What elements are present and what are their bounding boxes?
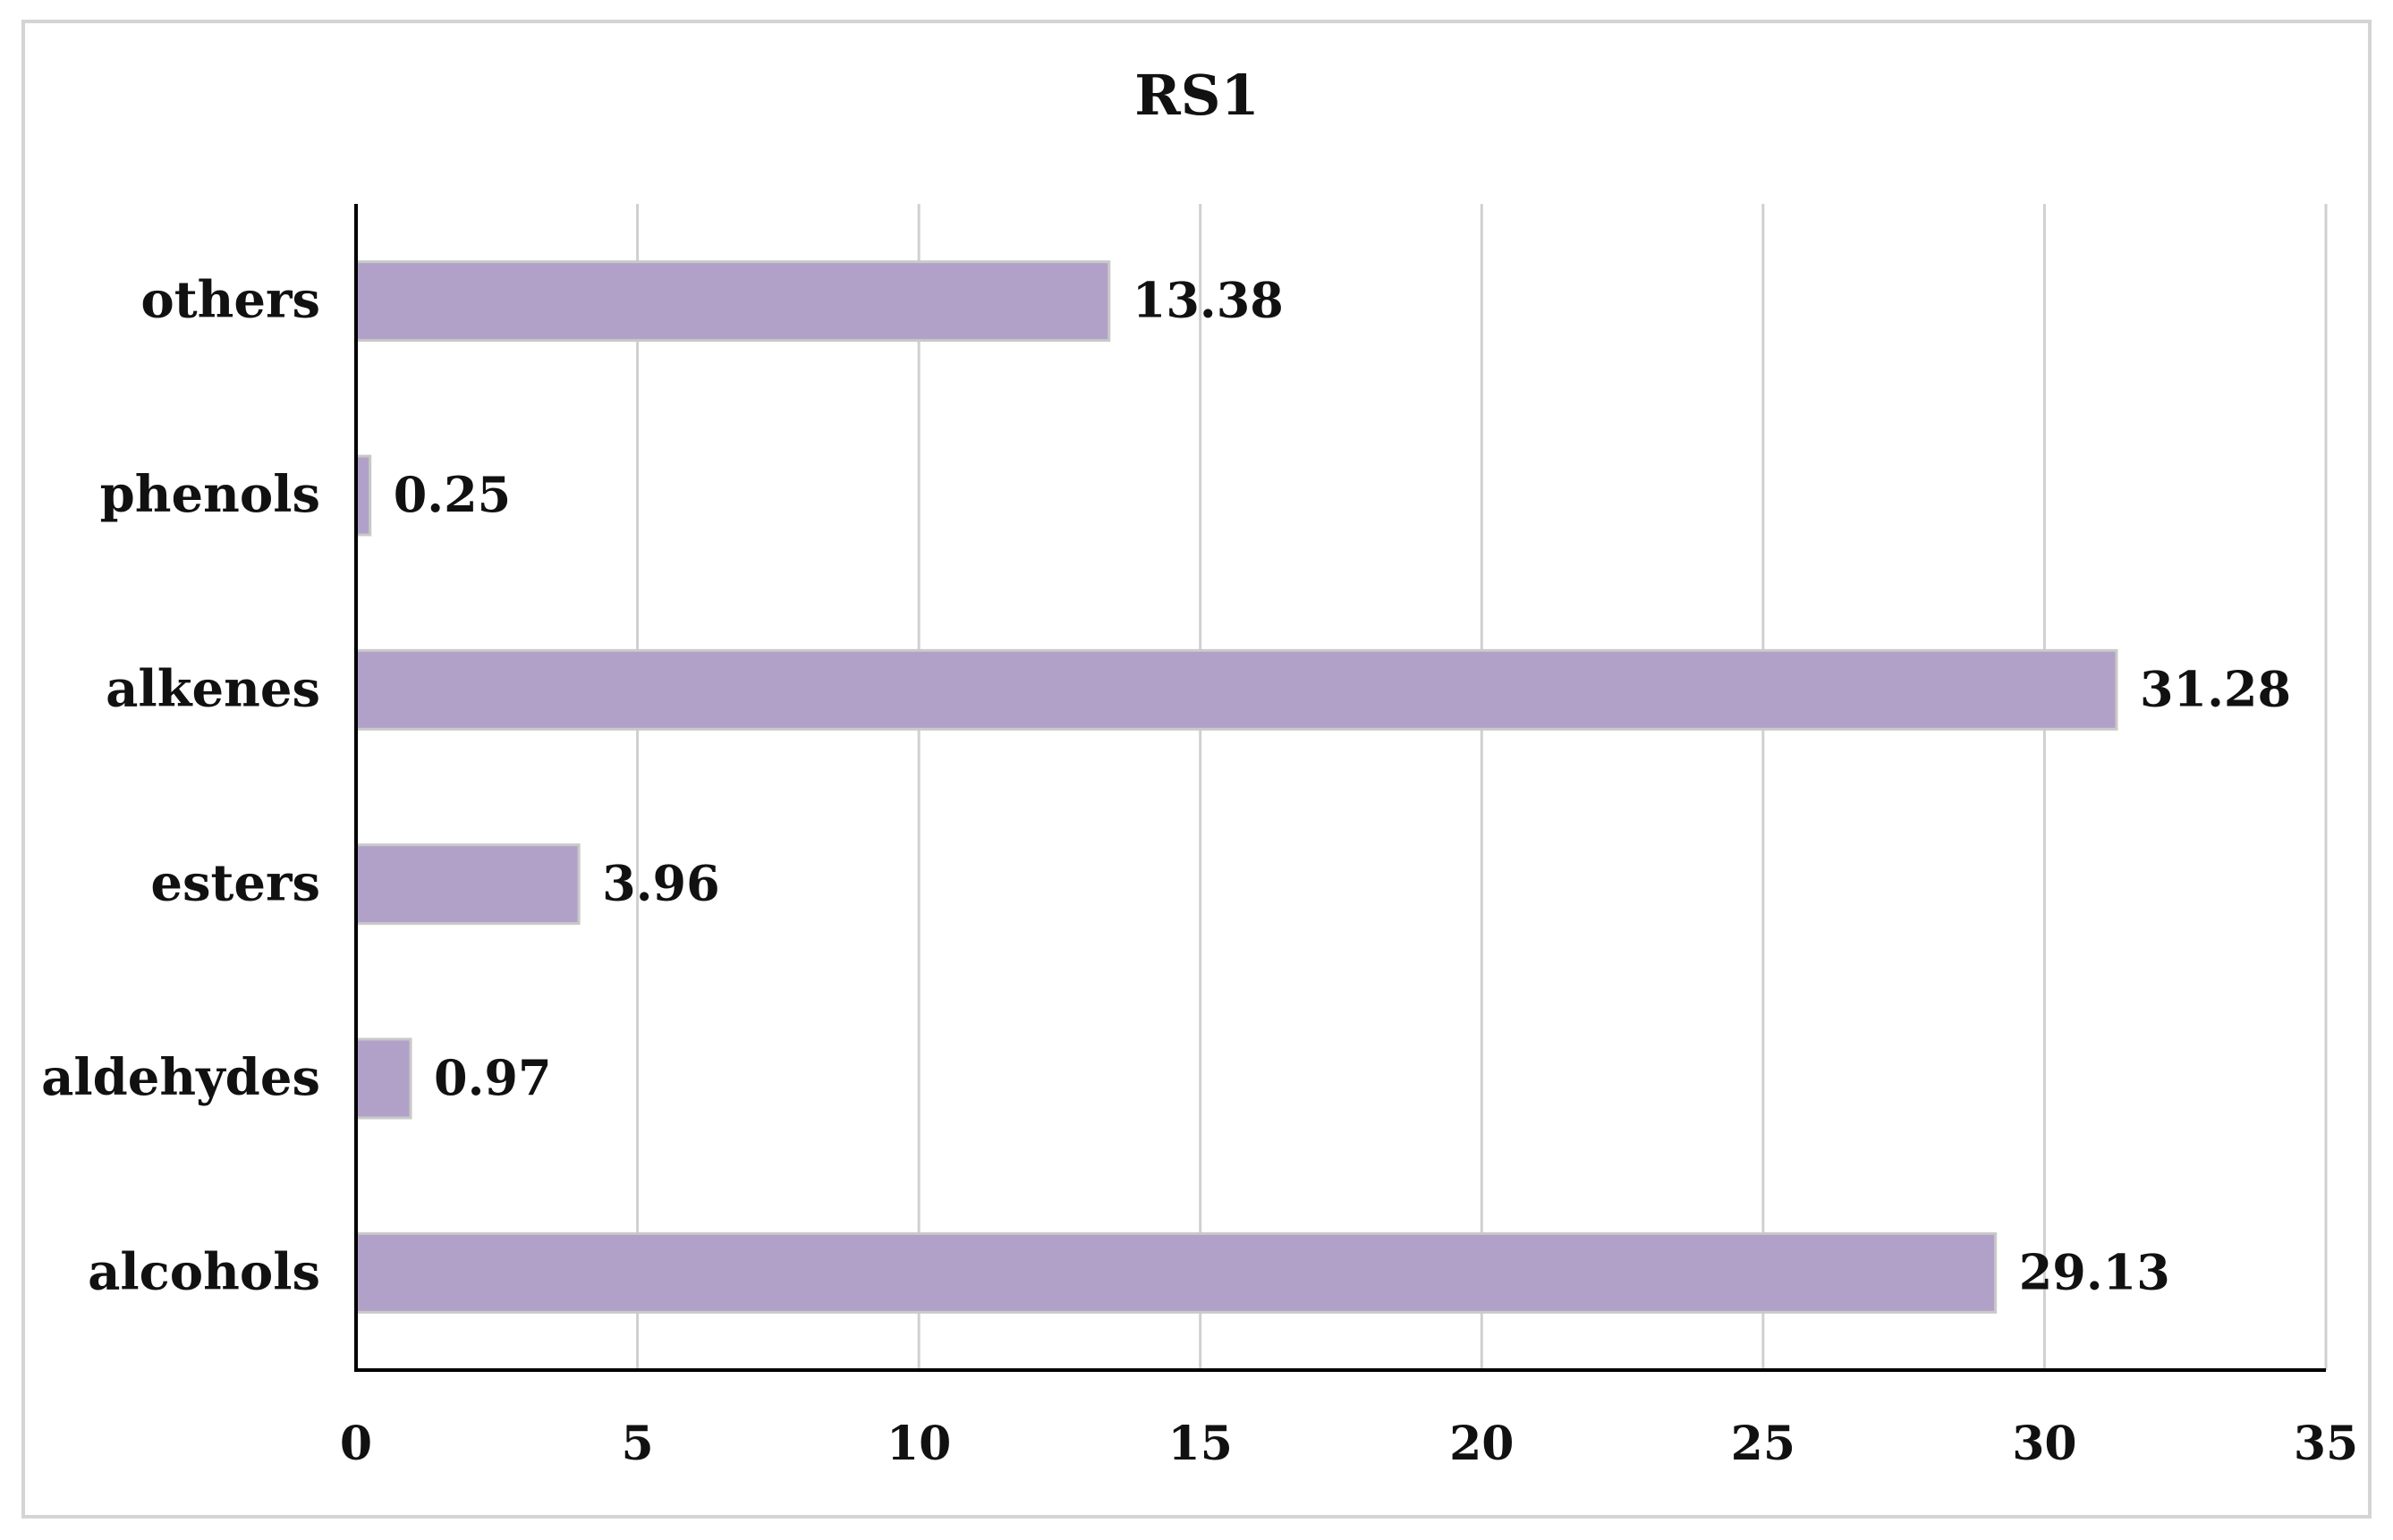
data-label: 3.96 — [602, 855, 720, 912]
bar-esters — [354, 843, 581, 926]
data-label: 0.97 — [434, 1049, 552, 1106]
bar-aldehydes — [354, 1037, 412, 1120]
chart-title: RS1 — [1134, 63, 1259, 128]
gridlines — [636, 204, 2328, 1370]
data-label: 31.28 — [2140, 660, 2291, 717]
y-category-label: phenols — [100, 465, 320, 524]
y-category-label: others — [140, 271, 320, 330]
x-tick-label: 35 — [2294, 1417, 2358, 1471]
bars — [354, 260, 2118, 1314]
x-tick-label: 10 — [887, 1417, 951, 1471]
y-category-label: alcohols — [88, 1242, 320, 1301]
x-tick-label: 5 — [621, 1417, 653, 1471]
data-label: 0.25 — [394, 466, 512, 523]
data-label: 29.13 — [2019, 1243, 2170, 1300]
data-label: 13.38 — [1133, 272, 1284, 329]
bar-others — [354, 260, 1111, 343]
bar-alkenes — [354, 648, 2118, 731]
x-tick-label: 30 — [2012, 1417, 2076, 1471]
x-tick-label: 0 — [340, 1417, 372, 1471]
bar-alcohols — [354, 1231, 1998, 1314]
y-category-label: esters — [150, 854, 320, 913]
labels: 0 5 10 15 20 25 30 35 29.13 alcohols 0.97 aldehydes… — [41, 271, 2358, 1471]
axes — [354, 204, 2326, 1372]
x-tick-label: 15 — [1168, 1417, 1233, 1471]
y-category-label: aldehydes — [41, 1048, 320, 1107]
x-tick-label: 25 — [1731, 1417, 1795, 1471]
y-category-label: alkenes — [106, 659, 320, 718]
x-tick-label: 20 — [1449, 1417, 1514, 1471]
bar-phenols — [354, 454, 372, 537]
